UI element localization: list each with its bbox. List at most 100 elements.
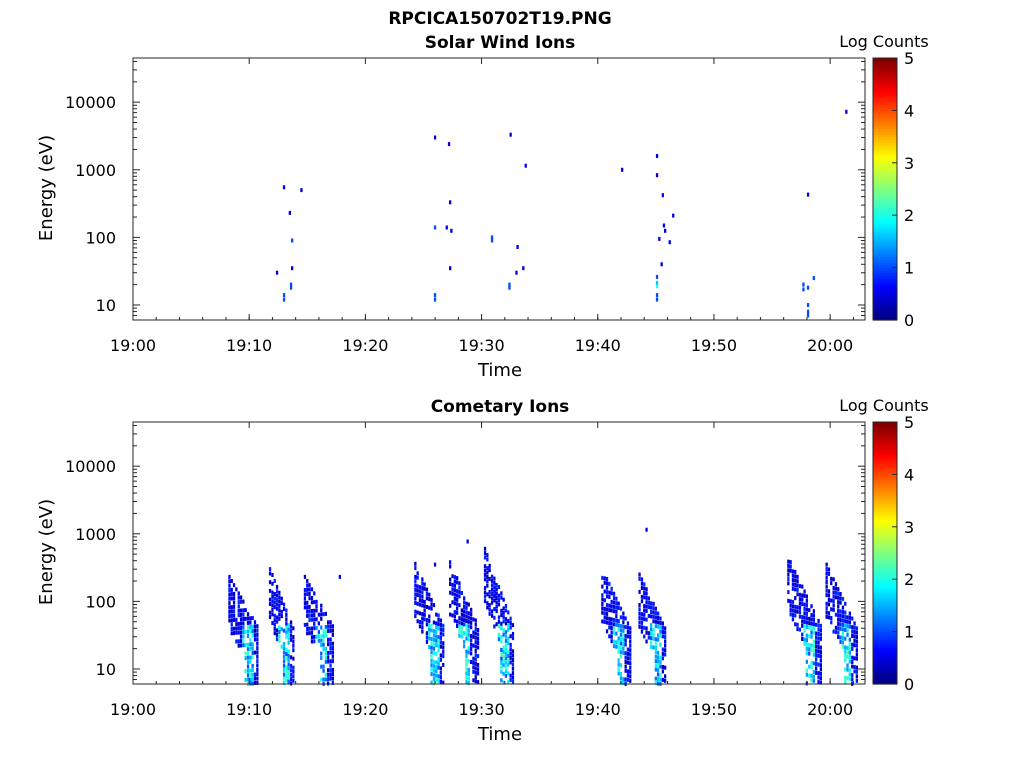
heatmap-cell: [801, 602, 804, 607]
heatmap-cell: [798, 605, 802, 610]
heatmap-cell: [425, 591, 429, 596]
heatmap-cell: [507, 619, 510, 624]
heatmap-cell: [425, 635, 429, 640]
heatmap-cell: [817, 623, 820, 628]
heatmap-cell: [451, 574, 454, 579]
heatmap-cell: [439, 653, 442, 658]
heatmap-cell: [476, 671, 480, 676]
heatmap-cell: [841, 614, 845, 619]
heatmap-cell: [439, 640, 442, 645]
heatmap-cell: [486, 570, 489, 575]
heatmap-cell: [282, 185, 286, 190]
heatmap-cell: [421, 625, 424, 630]
colorbar-swatch: [873, 448, 897, 452]
heatmap-cell: [465, 632, 468, 636]
colorbar-swatch: [873, 469, 897, 473]
colorbar-tick-label: 0: [904, 311, 914, 330]
heatmap-cell: [504, 617, 508, 622]
colorbar-swatch: [873, 600, 897, 604]
colorbar-tick-label: 3: [904, 518, 914, 537]
heatmap-cell: [465, 610, 468, 615]
heatmap-cell: [237, 639, 240, 644]
heatmap-cell: [453, 575, 456, 580]
heatmap-cell: [280, 627, 283, 632]
heatmap-cell: [803, 611, 806, 616]
heatmap-cell: [474, 622, 477, 627]
heatmap-cell: [504, 647, 508, 652]
colorbar-swatch: [873, 154, 897, 159]
heatmap-cell: [287, 631, 290, 636]
heatmap-cell: [456, 593, 459, 598]
heatmap-cell: [664, 648, 667, 653]
heatmap-cell: [654, 619, 657, 624]
heatmap-cell: [303, 574, 307, 579]
heatmap-cell: [282, 654, 286, 659]
heatmap-cell: [315, 604, 318, 609]
heatmap-cell: [439, 631, 442, 636]
heatmap-cell: [846, 654, 849, 659]
heatmap-cell: [794, 609, 797, 614]
heatmap-cell: [310, 600, 314, 605]
heatmap-cell: [432, 651, 436, 656]
heatmap-cell: [798, 584, 802, 589]
heatmap-cell: [497, 637, 501, 642]
x-tick-label: 19:00: [110, 700, 156, 719]
heatmap-cell: [846, 645, 849, 650]
colorbar-swatch: [873, 92, 897, 96]
heatmap-cell: [652, 645, 655, 650]
heatmap-cell: [507, 653, 510, 658]
colorbar-swatch: [873, 618, 897, 622]
heatmap-cell: [271, 599, 274, 604]
colorbar-swatch: [873, 301, 897, 305]
heatmap-cell: [251, 655, 254, 660]
y-tick-label: 10: [96, 660, 116, 679]
colorbar-swatch: [873, 81, 897, 85]
heatmap-cell: [808, 625, 811, 630]
heatmap-cell: [621, 167, 624, 172]
heatmap-cell: [249, 642, 252, 647]
heatmap-cell: [474, 648, 477, 653]
heatmap-cell: [449, 266, 452, 271]
heatmap-cell: [470, 607, 473, 612]
heatmap-cell: [817, 618, 820, 623]
colorbar-swatch: [873, 312, 897, 316]
heatmap-cell: [467, 650, 470, 655]
heatmap-cell: [285, 665, 288, 670]
heatmap-cell: [463, 605, 466, 609]
heatmap-cell: [451, 587, 454, 592]
heatmap-cell: [239, 626, 243, 630]
heatmap-cell: [228, 596, 231, 601]
colorbar-swatch: [873, 553, 897, 557]
heatmap-cell: [275, 637, 279, 642]
colorbar-swatch: [873, 71, 897, 75]
heatmap-cell: [643, 595, 646, 600]
heatmap-cell: [456, 580, 459, 585]
heatmap-cell: [647, 596, 650, 601]
heatmap-cell: [619, 650, 623, 655]
heatmap-cell: [787, 577, 790, 581]
heatmap-cell: [812, 613, 815, 618]
heatmap-cell: [432, 659, 436, 664]
colorbar-swatch: [873, 555, 897, 559]
heatmap-cell: [622, 642, 625, 646]
heatmap-cell: [812, 617, 815, 622]
heatmap-cell: [331, 628, 334, 633]
heatmap-cell: [483, 590, 487, 595]
heatmap-cell: [423, 608, 426, 613]
heatmap-cell: [629, 639, 632, 644]
heatmap-cell: [664, 228, 667, 233]
heatmap-cell: [629, 669, 632, 674]
heatmap-cell: [659, 655, 662, 660]
colorbar-swatch: [873, 186, 897, 190]
heatmap-cell: [437, 665, 440, 670]
heatmap-cell: [488, 603, 491, 608]
colorbar-swatch: [873, 424, 897, 428]
heatmap-cell: [643, 625, 646, 630]
heatmap-cell: [846, 663, 849, 668]
heatmap-cell: [507, 662, 510, 667]
heatmap-cell: [841, 605, 845, 610]
heatmap-cell: [472, 669, 475, 674]
colorbar-swatch: [873, 550, 897, 554]
heatmap-cell: [817, 632, 820, 636]
heatmap-cell: [509, 621, 512, 626]
